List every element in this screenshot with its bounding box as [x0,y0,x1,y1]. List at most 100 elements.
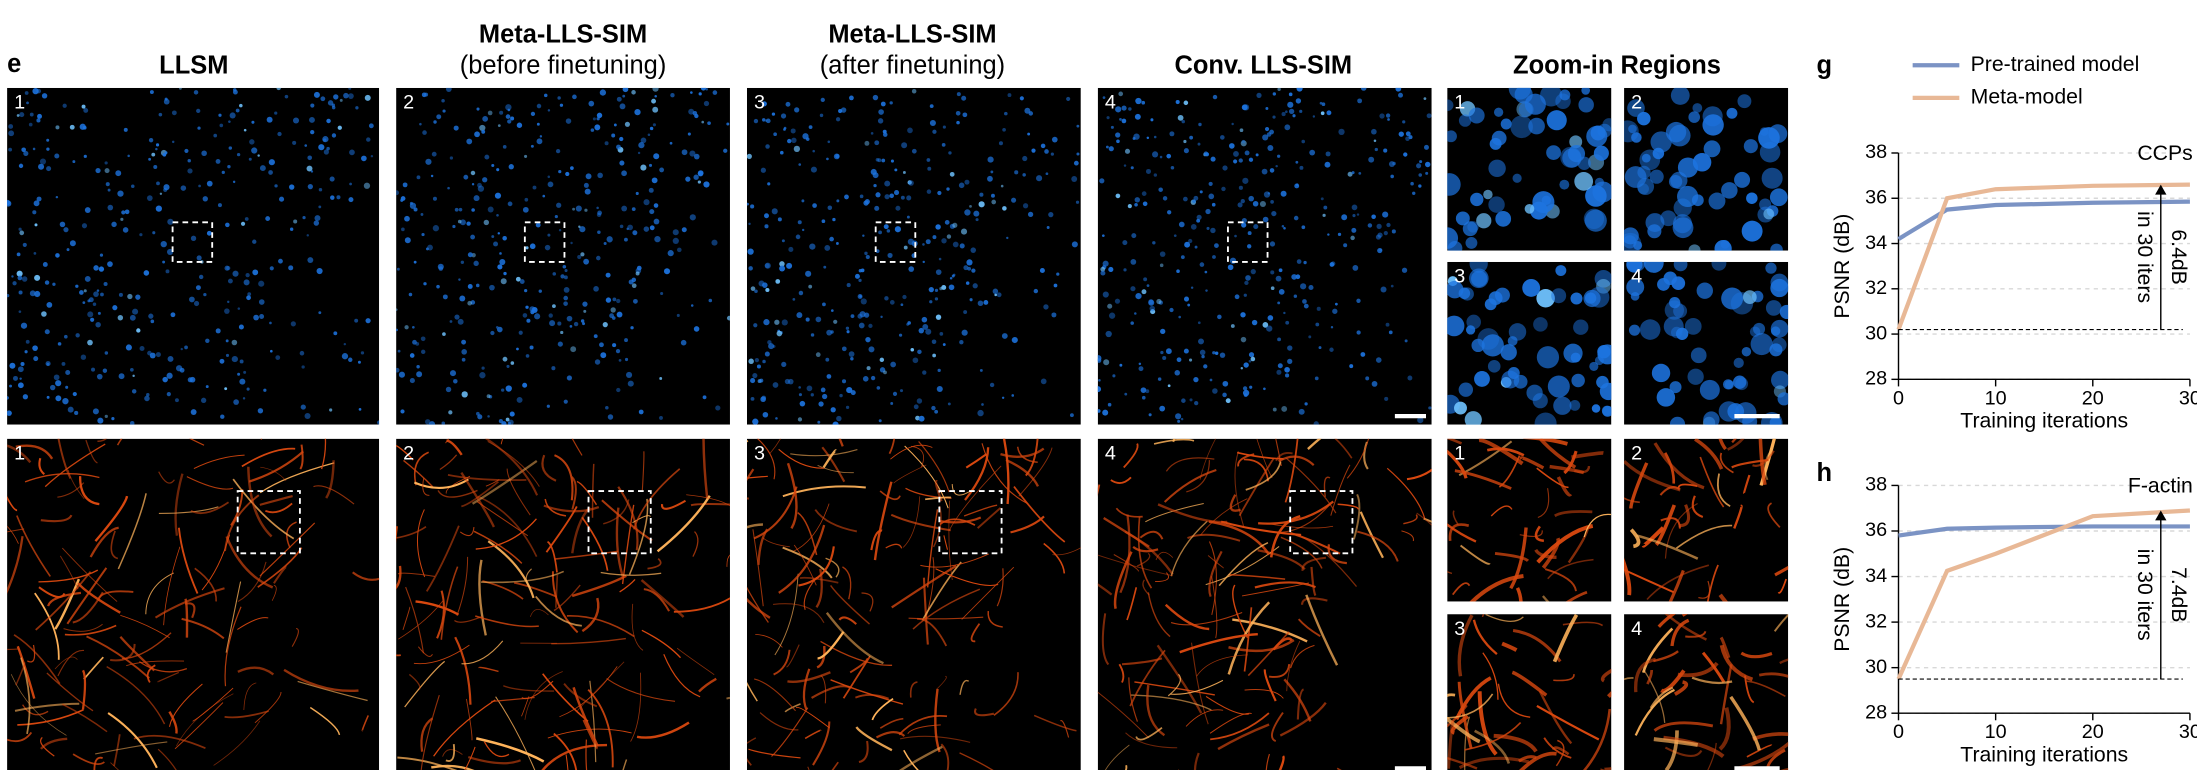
spot [1190,224,1197,230]
spot [1532,191,1555,214]
filament [589,680,597,763]
spot [612,343,617,348]
filament [27,644,36,663]
spot [648,163,653,167]
spot [1183,148,1189,154]
spot [1412,191,1416,195]
spot [1141,395,1146,400]
spot [449,370,457,377]
arrow-head [2155,184,2167,195]
spot [809,243,816,250]
spot [1677,157,1699,178]
spot [1742,290,1757,304]
spot [148,313,154,319]
spot [160,241,167,248]
spot [129,314,136,321]
spot [1189,398,1193,402]
spot [615,349,621,354]
spot [1146,284,1150,288]
spot [336,195,341,200]
spot [690,304,694,307]
spot [1332,308,1338,314]
spot [1266,132,1272,137]
spot [205,338,210,344]
spot [776,330,783,337]
spot [1510,115,1533,139]
filament [184,602,196,619]
spot [838,108,843,114]
spot [573,321,579,327]
spot [103,281,108,287]
filament [1519,751,1557,770]
spot [92,302,97,307]
filament [762,537,790,548]
spot [846,386,853,394]
filament [1243,607,1253,672]
spot [36,196,42,202]
spot [596,206,599,210]
y-tick-label: 36 [1865,519,1887,541]
filament [1155,572,1169,583]
spot [9,384,13,388]
spot [1212,94,1218,100]
spot [815,316,822,323]
spot [266,116,273,123]
spot [801,228,805,232]
filament [1452,510,1459,526]
spot [1577,156,1591,171]
filament [471,459,538,505]
spot [1238,185,1243,190]
roi-box [874,221,917,263]
spot [1597,345,1611,359]
spot [1291,274,1297,280]
spot [870,168,877,176]
spot [1159,251,1166,257]
spot [99,253,104,257]
spot [290,321,296,327]
roi-box [587,490,652,555]
spot [1237,202,1243,208]
spot [1196,214,1202,220]
spot [649,225,655,231]
spot [784,378,791,385]
spot [1675,327,1689,340]
spot [454,207,459,212]
spot [348,197,354,203]
filament [774,573,799,656]
filament [445,744,456,762]
spot [1374,147,1378,152]
spot [180,347,183,351]
spot [96,373,103,380]
spot [467,300,473,306]
filament [838,616,857,625]
spot [525,246,529,250]
filament [861,592,874,612]
filament [830,585,870,625]
filament [1104,744,1130,770]
spot [1349,364,1354,369]
filament [551,637,626,645]
filament [1509,527,1528,590]
filament [1297,618,1321,637]
spot [947,402,951,406]
spot [1183,296,1190,302]
spot [536,103,542,109]
spot [1281,112,1286,117]
filament [1228,639,1295,653]
spot [969,204,972,208]
spot [1753,322,1766,335]
filament [647,558,662,570]
spot [621,205,628,212]
filament [1641,627,1674,673]
micro-image [1624,438,1789,602]
filament [879,717,904,729]
spot [1281,224,1285,228]
spot [66,248,70,252]
filament [190,501,230,515]
filament [1187,533,1241,542]
spot [840,107,847,113]
filament [630,672,642,742]
spot [1465,236,1478,249]
spot [1360,87,1367,91]
spot [21,276,28,282]
